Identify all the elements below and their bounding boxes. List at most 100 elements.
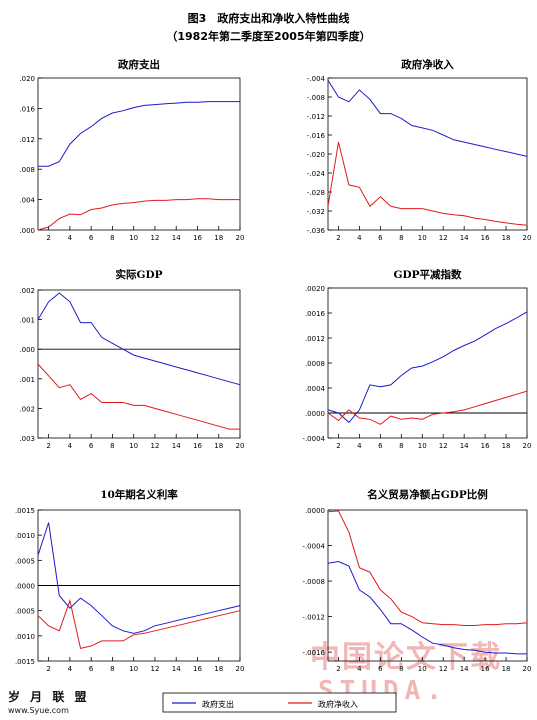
series-line-spending bbox=[37, 292, 241, 386]
x-tick-label: 10 bbox=[418, 234, 427, 242]
x-tick-label: 14 bbox=[172, 665, 181, 673]
x-tick-label: 2 bbox=[336, 442, 340, 450]
y-tick-label: -.004 bbox=[307, 75, 326, 83]
chart-panel-6: 名义贸易净额占GDP比例 -.0016 -.0012 -.0008 -.0004 .000… bbox=[302, 488, 531, 673]
chart-title: 政府支出 bbox=[118, 58, 160, 71]
y-tick-label: -.024 bbox=[307, 170, 326, 178]
chart-panel-2: 政府净收入 -.036 -.032 -.028 -.024 -.020 -.016 -.012… bbox=[307, 58, 532, 242]
x-tick-label: 20 bbox=[523, 442, 532, 450]
chart-panel-5: 10年期名义利率 .0015 .0010 .0005 .0000 .0005 .0010 .0… bbox=[15, 488, 245, 673]
series-line-spending bbox=[37, 522, 241, 634]
x-tick-label: 2 bbox=[46, 665, 50, 673]
x-tick-label: 18 bbox=[214, 665, 223, 673]
y-tick-label: .0015 bbox=[15, 507, 35, 515]
y-tick-label: .0004 bbox=[305, 385, 326, 393]
x-tick-label: 10 bbox=[129, 234, 138, 242]
x-tick-label: 10 bbox=[418, 665, 427, 673]
x-tick-label: 8 bbox=[110, 234, 114, 242]
x-tick-label: 16 bbox=[481, 665, 490, 673]
y-tick-label: .000 bbox=[19, 346, 35, 354]
x-tick-label: 4 bbox=[68, 665, 73, 673]
y-tick-label: .0016 bbox=[305, 310, 326, 318]
plot-frame bbox=[327, 287, 528, 439]
x-tick-label: 14 bbox=[172, 234, 181, 242]
x-tick-label: 8 bbox=[110, 442, 114, 450]
series-line-net-revenue bbox=[327, 390, 528, 425]
x-tick-label: 10 bbox=[129, 442, 138, 450]
y-tick-label: .004 bbox=[19, 197, 35, 205]
series-line-spending bbox=[327, 80, 528, 157]
x-tick-label: 20 bbox=[236, 665, 245, 673]
chart-title: 政府净收入 bbox=[401, 58, 454, 71]
x-tick-label: 16 bbox=[481, 234, 490, 242]
plot-frame bbox=[327, 509, 528, 662]
x-tick-label: 18 bbox=[214, 234, 223, 242]
y-tick-label: -.020 bbox=[307, 151, 325, 159]
y-tick-label: -.028 bbox=[307, 189, 325, 197]
chart-title: 名义贸易净额占GDP比例 bbox=[367, 488, 487, 501]
y-tick-label: .002 bbox=[19, 287, 35, 295]
x-tick-label: 18 bbox=[502, 234, 511, 242]
x-tick-label: 12 bbox=[439, 665, 448, 673]
series-line-net-revenue bbox=[327, 141, 528, 226]
x-tick-label: 4 bbox=[68, 442, 73, 450]
x-tick-label: 18 bbox=[502, 665, 511, 673]
x-tick-label: 8 bbox=[110, 665, 114, 673]
x-tick-label: 16 bbox=[193, 665, 202, 673]
x-tick-label: 20 bbox=[236, 442, 245, 450]
series-line-net-revenue bbox=[37, 363, 240, 430]
y-tick-label: .0010 bbox=[15, 532, 35, 540]
x-tick-label: 8 bbox=[399, 665, 403, 673]
legend: 政府支出 政府净收入 bbox=[162, 692, 397, 713]
watermark-text: 中国论文下载 bbox=[310, 640, 502, 675]
x-tick-label: 6 bbox=[89, 665, 94, 673]
x-tick-label: 4 bbox=[357, 665, 362, 673]
y-tick-label: -.0016 bbox=[302, 649, 325, 657]
x-tick-label: 6 bbox=[378, 442, 383, 450]
x-tick-label: 6 bbox=[378, 665, 383, 673]
x-tick-label: 16 bbox=[193, 442, 202, 450]
y-tick-label: -.012 bbox=[307, 113, 325, 121]
y-tick-label: .000 bbox=[19, 227, 35, 235]
legend-box bbox=[162, 692, 397, 713]
y-tick-label: .0015 bbox=[15, 658, 35, 666]
y-tick-label: .0000 bbox=[15, 583, 35, 591]
chart-title: 10年期名义利率 bbox=[100, 488, 178, 501]
figure-title: 图3 政府支出和净收入特性曲线 bbox=[187, 12, 350, 25]
y-tick-label: .008 bbox=[19, 166, 35, 174]
x-tick-label: 14 bbox=[172, 442, 181, 450]
chart-panel-4: GDP平减指数 -.0004 .0000 .0004 .0008 .0012 .0016 .0… bbox=[302, 268, 531, 450]
y-tick-label: .0005 bbox=[15, 608, 35, 616]
y-tick-label: -.008 bbox=[307, 94, 325, 102]
y-tick-label: .0020 bbox=[305, 285, 325, 293]
y-tick-label: .001 bbox=[19, 376, 35, 384]
site-logo: 岁 月 联 盟 bbox=[8, 690, 90, 704]
chart-panel-1: 政府支出 .000 .004 .008 .012 .016 .020 2 4 6 8 10 12 14 16… bbox=[19, 58, 244, 242]
x-tick-label: 10 bbox=[418, 442, 427, 450]
chart-panel-3: 实际GDP .003 .002 .001 .000 .001 .002 2 4 6 8 10 12 14 1… bbox=[19, 268, 244, 450]
x-tick-label: 12 bbox=[439, 442, 448, 450]
series-line-spending bbox=[327, 560, 527, 655]
x-tick-label: 2 bbox=[336, 665, 340, 673]
legend-label-net-revenue: 政府净收入 bbox=[318, 699, 358, 709]
y-tick-label: -.036 bbox=[307, 227, 326, 235]
y-tick-label: .003 bbox=[19, 435, 35, 443]
plot-frame bbox=[327, 77, 528, 231]
x-tick-label: 14 bbox=[460, 234, 469, 242]
x-tick-label: 4 bbox=[357, 442, 362, 450]
x-tick-label: 4 bbox=[68, 234, 73, 242]
series-line-spending bbox=[327, 311, 528, 424]
figure-subtitle: （1982年第二季度至2005年第四季度） bbox=[166, 30, 371, 43]
y-tick-label: -.0008 bbox=[302, 578, 325, 586]
chart-title: GDP平减指数 bbox=[394, 268, 462, 281]
x-tick-label: 18 bbox=[214, 442, 223, 450]
y-tick-label: -.016 bbox=[307, 132, 326, 140]
x-tick-label: 6 bbox=[89, 234, 94, 242]
y-tick-label: .016 bbox=[19, 105, 35, 113]
y-tick-label: -.0004 bbox=[302, 543, 325, 551]
x-tick-label: 6 bbox=[89, 442, 94, 450]
x-tick-label: 8 bbox=[399, 442, 403, 450]
y-tick-label: .001 bbox=[19, 317, 35, 325]
y-tick-label: -.032 bbox=[307, 208, 325, 216]
